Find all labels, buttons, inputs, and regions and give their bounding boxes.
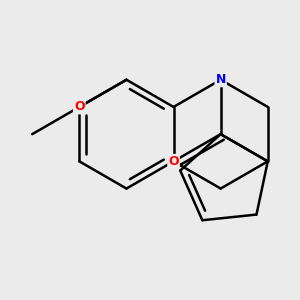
Text: O: O [74, 100, 85, 113]
Text: N: N [215, 73, 226, 86]
Text: O: O [168, 155, 179, 168]
